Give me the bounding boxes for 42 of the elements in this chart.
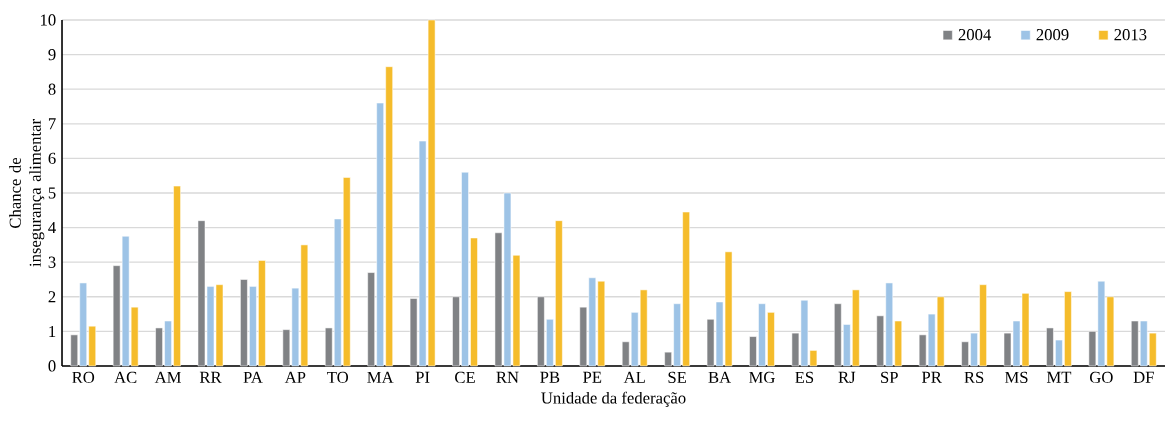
legend-label: 2013 [1114, 29, 1147, 41]
x-tick-label: PI [415, 371, 430, 383]
y-tick-label: 10 [40, 14, 56, 26]
x-tick-label: RN [496, 371, 519, 383]
x-tick-label: PE [583, 371, 602, 383]
x-tick-label: SE [668, 371, 687, 384]
y-tick-label: 7 [48, 118, 56, 130]
y-axis-title: Chance de insegurança alimentar [9, 119, 45, 267]
y-tick-label: 8 [48, 83, 56, 95]
x-tick-label: RR [199, 371, 222, 383]
x-tick-label: GO [1090, 371, 1113, 384]
y-tick-label: 1 [49, 325, 56, 337]
x-tick-label: BA [708, 371, 732, 383]
x-tick-label: MA [367, 371, 394, 383]
x-tick-label: PA [243, 371, 263, 383]
y-tick-label: 0 [48, 360, 56, 372]
x-tick-label: RO [72, 371, 95, 384]
x-tick-label: MT [1046, 371, 1072, 383]
x-tick-label: CE [455, 371, 475, 384]
x-tick-label: AM [154, 371, 181, 383]
x-tick-label: SP [881, 371, 898, 384]
y-tick-label: 6 [48, 152, 56, 164]
y-tick-label: 5 [48, 187, 56, 199]
x-tick-label: AL [623, 371, 645, 383]
x-tick-label: ES [795, 371, 814, 384]
y-tick-label: 4 [48, 222, 56, 234]
y-tick-label: 9 [48, 48, 56, 61]
y-tick-label: 3 [48, 256, 56, 268]
legend-label: 2004 [958, 29, 992, 41]
x-tick-label: PB [540, 371, 560, 383]
x-tick-label: RS [964, 371, 984, 384]
legend-label: 2009 [1036, 29, 1069, 41]
x-tick-label: MS [1004, 371, 1028, 384]
x-tick-label: PR [921, 371, 942, 383]
x-tick-label: AC [114, 371, 137, 384]
x-tick-label: RJ [838, 371, 856, 383]
x-tick-label: TO [327, 371, 349, 384]
x-tick-label: MG [749, 371, 775, 384]
y-tick-label: 2 [48, 291, 56, 303]
x-tick-label: AP [284, 371, 306, 383]
x-tick-label: DF [1133, 371, 1154, 383]
x-axis-title: Unidade da federação [541, 391, 686, 407]
